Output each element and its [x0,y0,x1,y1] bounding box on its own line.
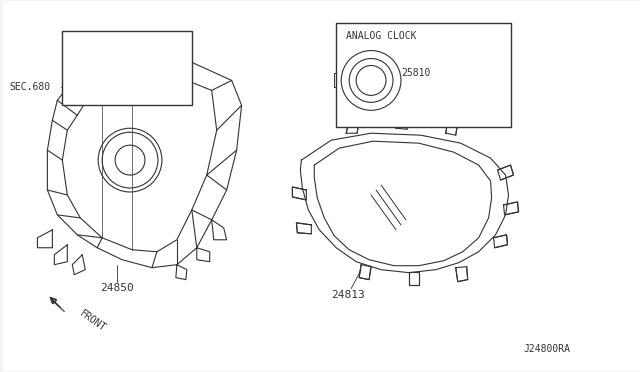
Text: 24813: 24813 [332,289,365,299]
Text: ANALOG CLOCK: ANALOG CLOCK [346,31,417,41]
Text: 24850: 24850 [100,283,134,293]
Text: 25810: 25810 [401,68,430,78]
Bar [336,23,511,127]
Bar [62,31,192,105]
Text: FRONT: FRONT [77,309,107,334]
Text: J24800RA: J24800RA [524,344,570,354]
Text: SEC.680: SEC.680 [9,82,51,92]
